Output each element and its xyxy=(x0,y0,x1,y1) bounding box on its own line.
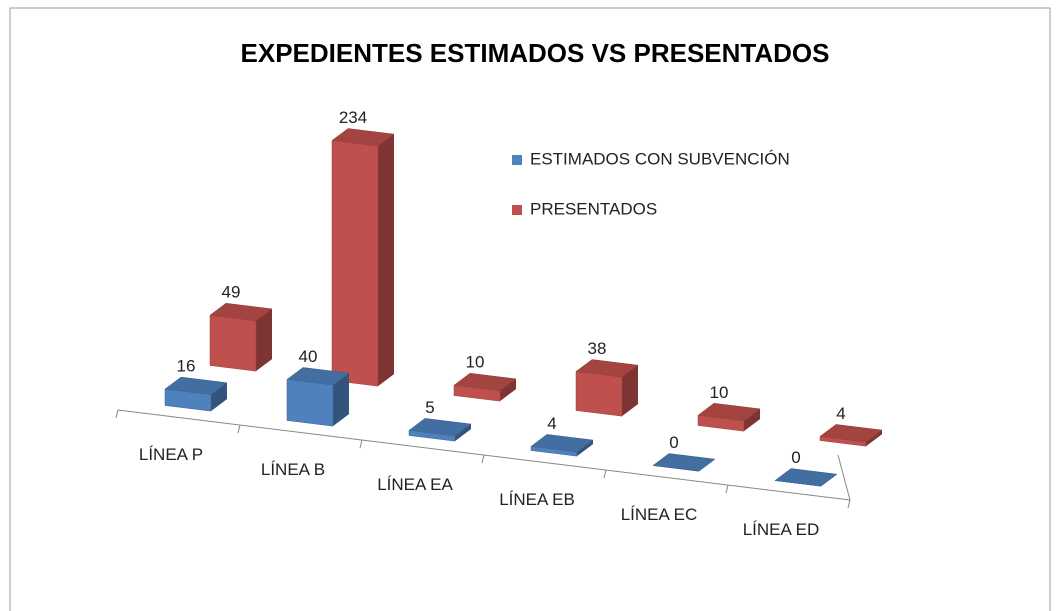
bar-side xyxy=(211,382,227,412)
tick-mark xyxy=(237,424,241,434)
tick-mark xyxy=(481,454,485,464)
bar-side xyxy=(866,430,882,447)
tick-mark xyxy=(725,484,729,494)
bar-side xyxy=(378,134,394,387)
floor-edge xyxy=(837,454,851,501)
data-label: 49 xyxy=(222,283,241,302)
bar-front xyxy=(774,480,822,487)
data-label: 10 xyxy=(466,353,485,372)
bar-side xyxy=(577,440,593,457)
legend-label: ESTIMADOS CON SUBVENCIÓN xyxy=(530,149,790,168)
bar-side xyxy=(333,373,349,427)
bar-front xyxy=(209,314,257,372)
legend-label: PRESENTADOS xyxy=(530,199,657,218)
bar-front xyxy=(697,414,745,432)
data-label: 16 xyxy=(177,357,196,376)
chart-title: EXPEDIENTES ESTIMADOS VS PRESENTADOS xyxy=(241,38,830,68)
data-label: 234 xyxy=(339,108,367,127)
bar-front xyxy=(331,140,379,387)
bar xyxy=(575,359,639,417)
data-label: 38 xyxy=(588,339,607,358)
data-label: 4 xyxy=(547,414,556,433)
bar-side xyxy=(455,424,471,442)
data-label: 0 xyxy=(669,433,678,452)
data-label: 4 xyxy=(836,404,845,423)
bar xyxy=(774,468,838,487)
bar-front xyxy=(575,371,623,417)
bar-front xyxy=(408,430,456,442)
legend-swatch xyxy=(512,155,522,165)
tick-mark xyxy=(847,499,851,509)
legend-swatch xyxy=(512,205,522,215)
bar xyxy=(408,418,472,442)
bar xyxy=(331,128,395,387)
tick-mark xyxy=(603,469,607,479)
bar-front xyxy=(819,436,867,447)
chart-frame xyxy=(9,7,1051,611)
tick-mark xyxy=(359,439,363,449)
bar-front xyxy=(530,446,578,457)
bar xyxy=(286,367,350,427)
x-tick-label: LÍNEA P xyxy=(139,445,203,464)
bar-side xyxy=(256,308,272,372)
bar xyxy=(209,302,273,372)
bar xyxy=(697,403,761,432)
bar-side xyxy=(744,408,760,432)
tick-mark xyxy=(115,409,119,419)
bar xyxy=(530,434,594,457)
data-label: 40 xyxy=(299,347,318,366)
bar-front xyxy=(652,465,700,472)
bar xyxy=(652,453,716,472)
x-tick-label: LÍNEA ED xyxy=(743,520,820,539)
data-label: 5 xyxy=(425,398,434,417)
bar-side xyxy=(500,378,516,402)
bar xyxy=(164,376,228,412)
x-tick-label: LÍNEA B xyxy=(261,460,325,479)
bar-front xyxy=(453,384,501,402)
bar-side xyxy=(622,365,638,417)
bar-front xyxy=(286,379,334,427)
bar-front xyxy=(164,388,212,412)
x-tick-label: LÍNEA EA xyxy=(377,475,453,494)
bar xyxy=(453,372,517,402)
x-tick-label: LÍNEA EB xyxy=(499,490,575,509)
bar xyxy=(819,424,883,447)
data-label: 0 xyxy=(791,448,800,467)
data-label: 10 xyxy=(710,383,729,402)
x-tick-label: LÍNEA EC xyxy=(621,505,698,524)
